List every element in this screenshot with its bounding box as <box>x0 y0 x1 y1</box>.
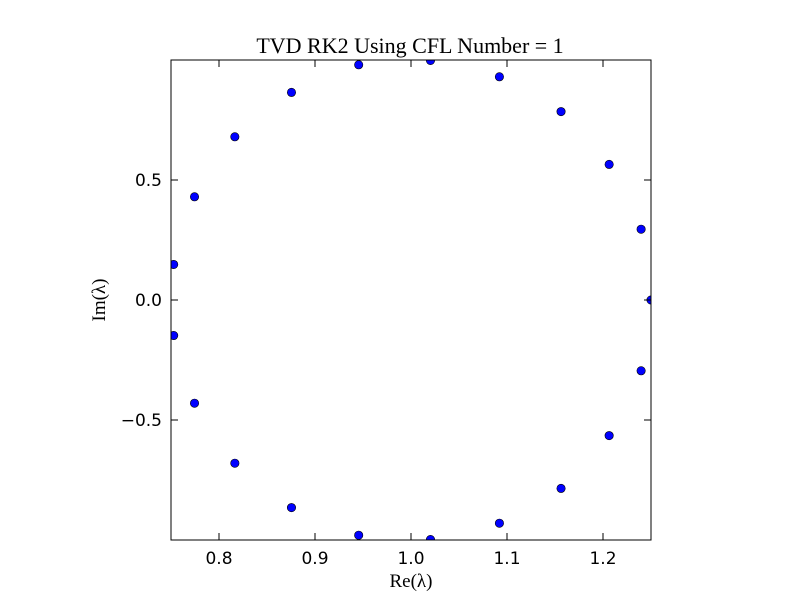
data-point <box>494 72 504 82</box>
data-point <box>286 87 296 97</box>
data-point <box>286 503 296 513</box>
chart-title: TVD RK2 Using CFL Number = 1 <box>256 33 563 58</box>
data-point <box>636 366 646 376</box>
data-point <box>556 107 566 117</box>
data-point <box>171 331 179 341</box>
x-tick-label: 1.0 <box>397 549 424 569</box>
y-axis-label: Im(λ) <box>89 279 110 322</box>
data-point <box>494 518 504 528</box>
data-point <box>230 458 240 468</box>
x-tick-label: 0.8 <box>205 549 232 569</box>
axis-ticks: 0.8 0.9 1.0 1.1 1.2 −0.5 0.0 0.5 <box>121 60 651 569</box>
data-point <box>354 530 364 540</box>
data-point <box>604 431 614 441</box>
data-point <box>190 192 200 202</box>
data-point <box>171 259 179 269</box>
data-point <box>636 224 646 234</box>
y-tick-label: 0.5 <box>135 171 162 191</box>
x-axis-label: Re(λ) <box>390 571 433 592</box>
x-tick-label: 1.2 <box>589 549 616 569</box>
x-tick-label: 1.1 <box>493 549 520 569</box>
data-point <box>604 159 614 169</box>
data-points <box>171 60 651 540</box>
x-tick-label: 0.9 <box>301 549 328 569</box>
data-point <box>230 132 240 142</box>
plot-frame <box>170 59 652 541</box>
y-tick-label: 0.0 <box>135 291 162 311</box>
data-point <box>190 398 200 408</box>
data-point <box>556 483 566 493</box>
y-tick-label: −0.5 <box>121 411 162 431</box>
data-point <box>354 60 364 70</box>
